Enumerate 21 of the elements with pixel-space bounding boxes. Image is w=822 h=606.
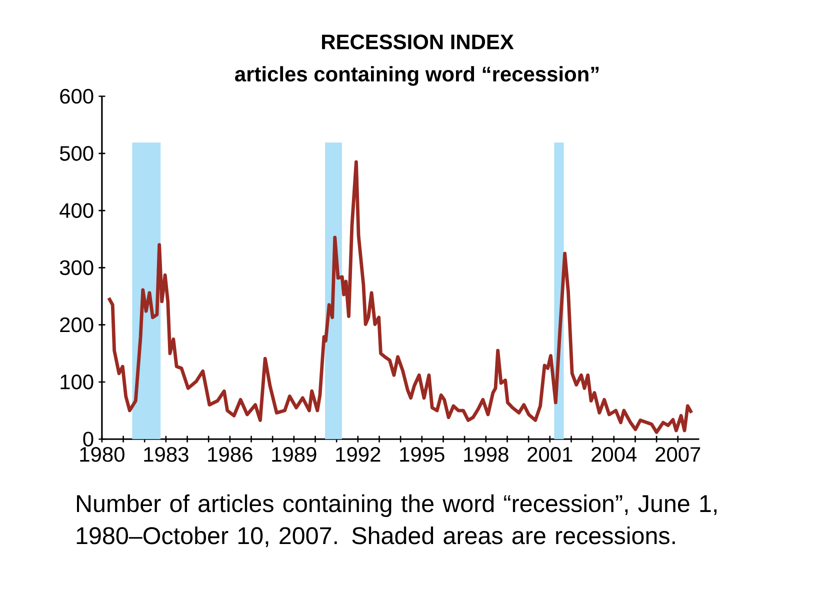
y-tick-label: 200 <box>60 317 94 332</box>
x-tick-label: 1986 <box>208 446 252 462</box>
x-tick-label: 1995 <box>400 446 444 462</box>
x-tick-label: 2004 <box>592 446 637 462</box>
x-tick-label: 2001 <box>528 446 572 462</box>
text: Number of articles containing the word “recession”, June 1, 1980–October 10, 2007. Shaded areas are recessions. <box>76 494 717 548</box>
y-tick-label: 0 <box>83 432 94 446</box>
x-tick-label: 1983 <box>144 446 188 462</box>
y-tick-label: 100 <box>60 374 94 390</box>
line-series <box>107 160 694 434</box>
y-tick-label: 300 <box>60 260 94 276</box>
y-tick-label: 600 <box>60 88 94 104</box>
chart-title: RECESSION INDEX <box>322 34 514 50</box>
x-tick-label: 1989 <box>272 446 316 462</box>
x-tick-label: 1992 <box>336 446 380 462</box>
x-tick-label: 2007 <box>656 446 700 462</box>
y-tick-label: 500 <box>60 146 94 161</box>
y-tick-label: 400 <box>60 203 94 218</box>
x-tick-label: 1998 <box>464 446 508 462</box>
x-tick-label: 1980 <box>80 446 124 462</box>
chart-subtitle: articles containing word “recession” <box>235 66 599 86</box>
